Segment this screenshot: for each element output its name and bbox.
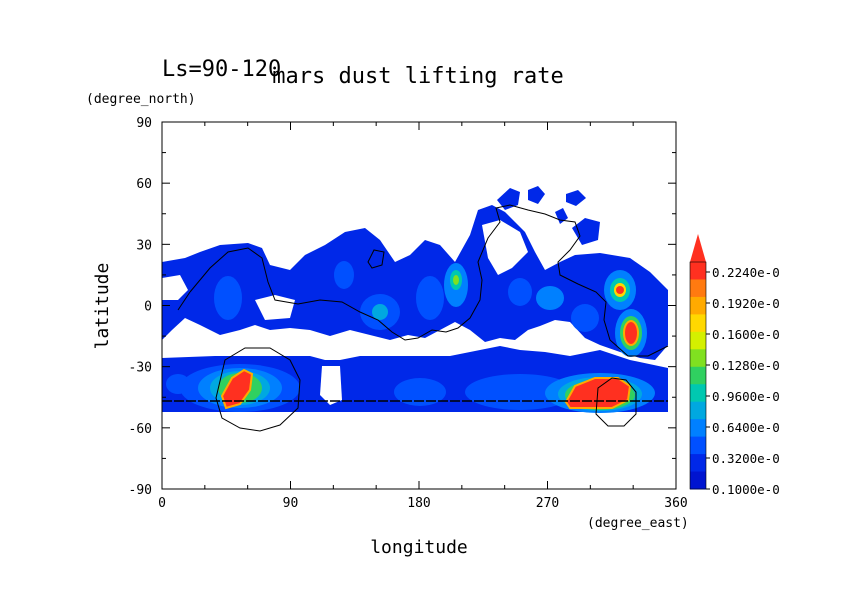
- field-blob: [214, 276, 242, 320]
- colorbar-label: 0.2240e-0: [712, 265, 780, 280]
- y-tick-label: -90: [129, 483, 152, 498]
- field-island: [555, 208, 568, 224]
- field-island: [497, 188, 520, 210]
- field-blob: [616, 286, 624, 294]
- x-tick-label: 90: [283, 496, 299, 511]
- field-blob: [394, 378, 446, 406]
- y-axis-label: latitude: [92, 263, 113, 350]
- field-blob: [625, 322, 637, 344]
- colorbar-label: 0.1000e-0: [712, 482, 780, 497]
- colorbar-label: 0.1280e-0: [712, 358, 780, 373]
- colorbar-swatch: [690, 331, 706, 350]
- colorbar-label: 0.1920e-0: [712, 296, 780, 311]
- colorbar-extend-arrow: [690, 234, 706, 262]
- y-tick-label: -60: [129, 422, 152, 437]
- y-tick-label: 60: [136, 177, 152, 192]
- colorbar-label: 0.6400e-0: [712, 420, 780, 435]
- field-gap: [320, 366, 342, 405]
- colorbar-swatch: [690, 279, 706, 298]
- chart-subtitle: Ls=90-120: [162, 57, 281, 82]
- field-blob: [508, 278, 532, 306]
- x-tick-label: 360: [664, 496, 687, 511]
- field-blob: [416, 276, 444, 320]
- y-tick-label: 0: [144, 300, 152, 315]
- colorbar: 0.2240e-0 0.1920e-0 0.1600e-0 0.1280e-0 0.96…: [689, 234, 780, 497]
- field-gap: [545, 212, 575, 252]
- x-axis: 0 90 180 270 360: [158, 122, 688, 511]
- colorbar-swatch: [690, 419, 706, 438]
- colorbar-swatch: [690, 454, 706, 473]
- field-region-north: [162, 205, 668, 360]
- y-axis: 90 60 30 0 -30 -60 -90: [129, 116, 676, 498]
- y-tick-label: -30: [129, 361, 152, 376]
- field-blob: [571, 304, 599, 332]
- colorbar-swatch: [690, 349, 706, 368]
- chart-title: mars dust lifting rate: [272, 64, 563, 89]
- x-tick-label: 0: [158, 496, 166, 511]
- field-island: [566, 190, 586, 206]
- colorbar-swatch: [690, 384, 706, 403]
- x-tick-label: 180: [407, 496, 430, 511]
- colorbar-swatch: [690, 262, 706, 280]
- colorbar-frame: [689, 261, 707, 490]
- colorbar-swatch: [690, 366, 706, 385]
- y-unit-label: (degree_north): [86, 92, 196, 107]
- x-unit-label: (degree_east): [587, 516, 689, 531]
- x-tick-label: 270: [536, 496, 559, 511]
- topography-contours: [177, 204, 669, 432]
- colorbar-swatch: [690, 471, 706, 490]
- field-blob: [536, 286, 564, 310]
- colorbar-swatch: [690, 401, 706, 420]
- colorbar-swatch: [690, 436, 706, 455]
- colorbar-swatch: [690, 314, 706, 333]
- colorbar-label: 0.9600e-0: [712, 389, 780, 404]
- field-island: [528, 186, 545, 204]
- colorbar-label: 0.3200e-0: [712, 451, 780, 466]
- field-blob: [166, 374, 190, 394]
- y-tick-label: 30: [136, 238, 152, 253]
- field-gap: [162, 275, 188, 300]
- colorbar-label: 0.1600e-0: [712, 327, 780, 342]
- field-blob: [334, 261, 354, 289]
- field-blob: [453, 275, 459, 285]
- y-tick-label: 90: [136, 116, 152, 131]
- field-blob: [372, 304, 388, 320]
- colorbar-swatch: [690, 296, 706, 315]
- dust-lifting-field: [162, 186, 668, 413]
- x-axis-label: longitude: [370, 537, 468, 558]
- field-gap: [482, 220, 528, 275]
- field-hotspot-west: [220, 368, 254, 410]
